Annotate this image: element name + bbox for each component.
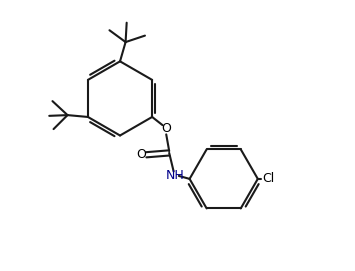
- Text: O: O: [161, 122, 171, 135]
- Text: O: O: [136, 148, 146, 161]
- Text: Cl: Cl: [263, 172, 275, 185]
- Text: NH: NH: [166, 169, 185, 182]
